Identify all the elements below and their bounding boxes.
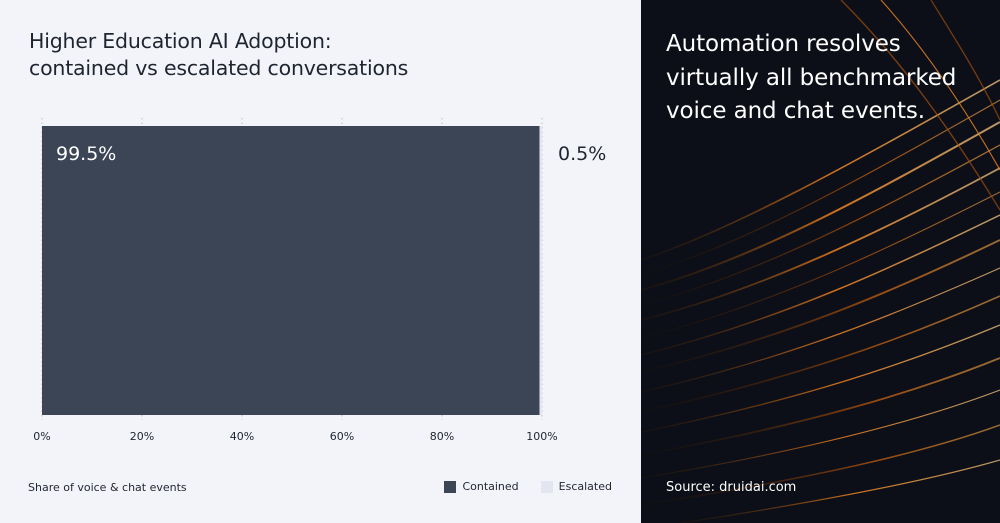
source-note: Source: druidai.com	[666, 480, 797, 495]
insight-panel: Automation resolves virtually all benchm…	[641, 0, 1000, 523]
x-tick-label: 60%	[330, 430, 354, 443]
light-streaks-image	[641, 0, 1000, 523]
legend: Contained Escalated	[444, 480, 612, 493]
legend-item-contained: Contained	[444, 480, 519, 493]
legend-swatch-escalated	[540, 480, 553, 493]
chart-panel: Higher Education AI Adoption: contained …	[0, 0, 641, 523]
data-label-escalated: 0.5%	[558, 143, 606, 165]
bar-segment-contained	[42, 126, 540, 415]
legend-label-contained: Contained	[462, 480, 519, 493]
legend-item-escalated: Escalated	[540, 480, 612, 493]
x-axis-label: Share of voice & chat events	[28, 481, 187, 494]
legend-label-escalated: Escalated	[558, 480, 612, 493]
chart-title: Higher Education AI Adoption: contained …	[29, 28, 589, 82]
legend-swatch-contained	[444, 480, 457, 493]
chart-title-line-2: contained vs escalated conversations	[29, 56, 409, 80]
x-tick-label: 80%	[430, 430, 454, 443]
data-label-contained: 99.5%	[56, 143, 116, 165]
x-tick-label: 40%	[230, 430, 254, 443]
bar-chart: 0% 20% 40% 60% 80% 100% 99.5% 0.5%	[33, 118, 606, 443]
x-tick-label: 20%	[130, 430, 154, 443]
bar-segment-escalated	[539, 126, 542, 415]
x-tick-label: 0%	[33, 430, 50, 443]
headline: Automation resolves virtually all benchm…	[666, 31, 957, 124]
x-tick-label: 100%	[526, 430, 557, 443]
chart-title-line-1: Higher Education AI Adoption:	[29, 29, 332, 53]
